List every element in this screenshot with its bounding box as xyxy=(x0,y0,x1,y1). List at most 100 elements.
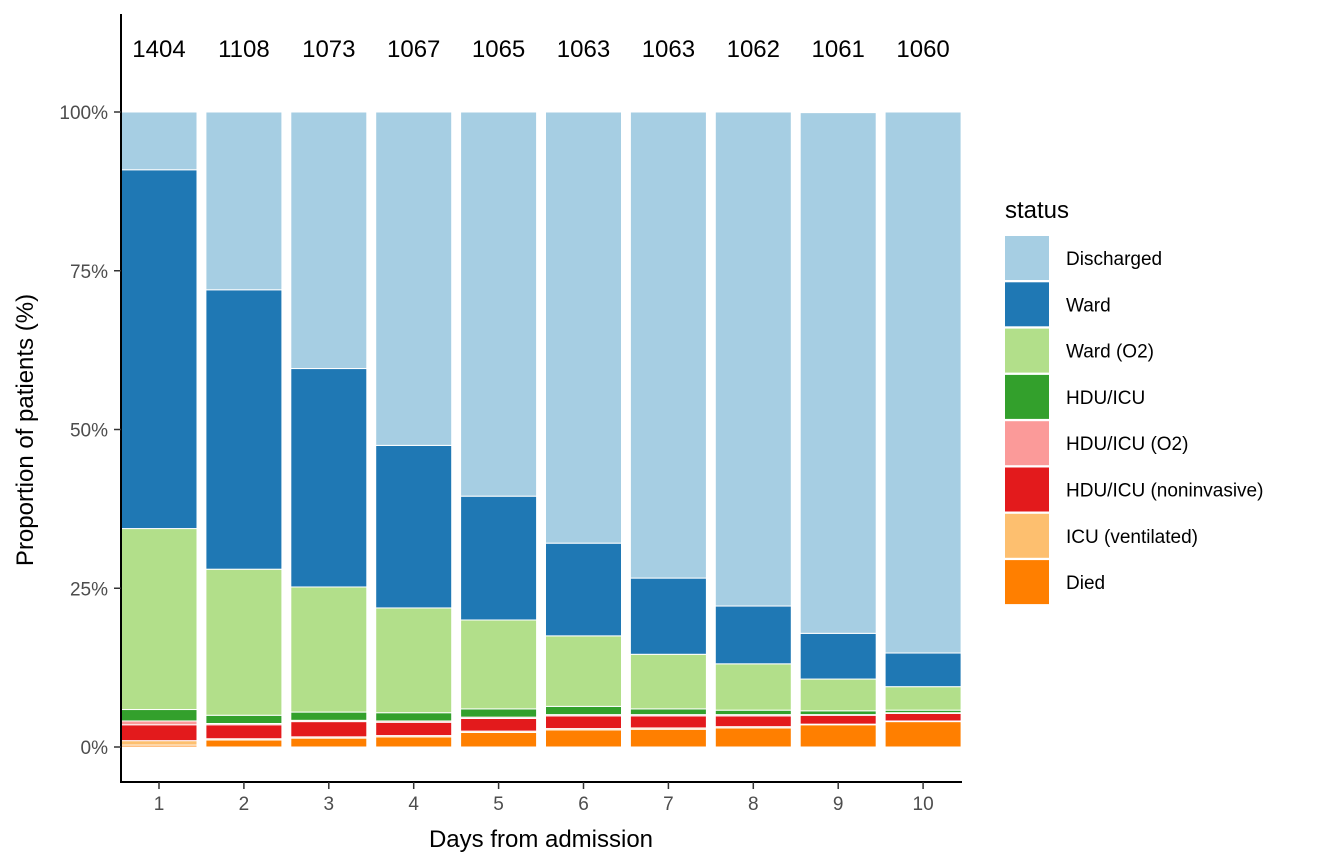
bar-segment-hdu-icu-o2-day-1 xyxy=(120,720,198,726)
bar-segment-ward-o2-day-4 xyxy=(375,607,453,714)
bar-segment-died-day-10 xyxy=(884,721,962,748)
y-tick-label: 0% xyxy=(81,738,109,759)
x-tick-label: 2 xyxy=(239,794,250,815)
bar-segment-hdu-icu-day-4 xyxy=(375,712,453,722)
bar-segment-hdu-icu-noninvasive-day-1 xyxy=(120,724,198,742)
legend-label-hdu-icu: HDU/ICU xyxy=(1066,388,1145,409)
bar-segment-discharged-day-1 xyxy=(120,111,198,171)
legend-label-ward-o2: Ward (O2) xyxy=(1066,342,1154,363)
count-labels-layer: 1404 1108 1073 1067 1065 1063 1063 1062 1061 1060 xyxy=(132,36,949,63)
count-label-day-1: 1404 xyxy=(132,36,185,63)
count-label-day-4: 1067 xyxy=(387,36,440,63)
count-label-day-9: 1061 xyxy=(812,36,865,63)
legend-label-ward: Ward xyxy=(1066,295,1111,316)
bar-segment-ward-o2-day-1 xyxy=(120,528,198,711)
count-label-day-6: 1063 xyxy=(557,36,610,63)
count-label-day-2: 1108 xyxy=(218,36,270,63)
bar-segment-hdu-icu-noninvasive-day-2 xyxy=(205,724,283,740)
legend: status Discharged Ward Ward (O2) HDU/ICU HDU… xyxy=(1005,197,1263,605)
bar-segment-hdu-icu-noninvasive-day-10 xyxy=(884,712,962,722)
bar-segment-ward-day-5 xyxy=(460,495,538,621)
bar-segment-hdu-icu-day-2 xyxy=(205,714,283,724)
bar-segment-hdu-icu-noninvasive-day-6 xyxy=(545,715,622,730)
bars-layer xyxy=(120,111,962,748)
y-tick-label: 100% xyxy=(59,103,108,124)
legend-key-discharged xyxy=(1005,236,1049,280)
bar-segment-died-day-6 xyxy=(545,729,622,748)
bar-segment-hdu-icu-noninvasive-day-8 xyxy=(714,715,792,728)
count-label-day-10: 1060 xyxy=(896,36,949,63)
legend-key-ward xyxy=(1005,282,1049,327)
bar-segment-ward-day-2 xyxy=(205,289,283,570)
x-tick-label: 10 xyxy=(913,794,934,815)
bar-segment-discharged-day-10 xyxy=(884,111,962,654)
x-tick-label: 5 xyxy=(493,794,504,815)
x-tick-label: 3 xyxy=(324,794,335,815)
y-tick-label: 25% xyxy=(70,579,108,600)
bar-segment-icu-ventilated-day-1 xyxy=(120,740,198,746)
bar-segment-ward-day-1 xyxy=(120,169,198,530)
bar-segment-died-day-8 xyxy=(714,727,792,748)
legend-label-hdu-icu-o2: HDU/ICU (O2) xyxy=(1066,434,1188,455)
bar-segment-discharged-day-6 xyxy=(545,111,622,544)
y-axis-title: Proportion of patients (%) xyxy=(12,294,39,566)
count-label-day-5: 1065 xyxy=(472,36,525,63)
bar-segment-discharged-day-7 xyxy=(629,111,707,579)
bar-segment-hdu-icu-day-7 xyxy=(629,708,707,716)
bar-segment-ward-o2-day-3 xyxy=(290,586,368,713)
bar-segment-ward-day-3 xyxy=(290,368,368,588)
bar-segment-ward-o2-day-5 xyxy=(460,619,538,710)
legend-key-died xyxy=(1005,560,1049,605)
x-tick-label: 9 xyxy=(833,794,844,815)
bar-segment-ward-day-6 xyxy=(545,542,622,637)
x-tick-label: 6 xyxy=(578,794,589,815)
count-label-day-7: 1063 xyxy=(642,36,695,63)
legend-label-hdu-icu-noninvasive: HDU/ICU (noninvasive) xyxy=(1066,481,1263,502)
legend-key-hdu-icu-o2 xyxy=(1005,421,1049,466)
bar-segment-died-day-5 xyxy=(460,731,538,748)
bar-segment-discharged-day-3 xyxy=(290,111,368,370)
legend-key-ward-o2 xyxy=(1005,328,1049,373)
bar-segment-hdu-icu-day-8 xyxy=(714,709,792,716)
count-label-day-3: 1073 xyxy=(302,36,355,63)
bar-segment-ward-o2-day-2 xyxy=(205,568,283,716)
bar-segment-hdu-icu-noninvasive-day-3 xyxy=(290,721,368,738)
y-tick-label: 75% xyxy=(70,262,108,283)
y-axis: 0% 25% 50% 75% 100% xyxy=(59,103,121,759)
bar-segment-ward-o2-day-6 xyxy=(545,635,622,707)
bar-segment-ward-o2-day-7 xyxy=(629,653,707,710)
bar-segment-ward-day-9 xyxy=(799,632,877,680)
bar-segment-hdu-icu-day-9 xyxy=(799,710,877,716)
x-tick-label: 1 xyxy=(154,794,165,815)
legend-label-died: Died xyxy=(1066,573,1105,594)
legend-label-discharged: Discharged xyxy=(1066,249,1162,270)
bar-segment-hdu-icu-day-5 xyxy=(460,708,538,718)
bar-segment-died-day-2 xyxy=(205,739,283,748)
legend-label-icu-ventilated: ICU (ventilated) xyxy=(1066,527,1198,548)
bar-segment-discharged-day-9 xyxy=(799,112,877,634)
legend-key-hdu-icu xyxy=(1005,374,1049,419)
x-tick-label: 8 xyxy=(748,794,759,815)
bar-segment-discharged-day-4 xyxy=(375,111,453,446)
bar-segment-ward-o2-day-9 xyxy=(799,678,877,712)
bar-segment-discharged-day-2 xyxy=(205,111,283,291)
bar-segment-hdu-icu-day-3 xyxy=(290,711,368,721)
legend-title: status xyxy=(1005,197,1069,224)
legend-key-icu-ventilated xyxy=(1005,513,1049,558)
x-tick-label: 7 xyxy=(663,794,674,815)
x-tick-label: 4 xyxy=(408,794,419,815)
bar-segment-ward-o2-day-10 xyxy=(884,686,962,711)
legend-key-hdu-icu-noninvasive xyxy=(1005,467,1049,512)
bar-segment-ward-day-4 xyxy=(375,444,453,609)
bar-segment-hdu-icu-noninvasive-day-4 xyxy=(375,721,453,737)
bar-segment-died-day-4 xyxy=(375,736,453,748)
bar-segment-discharged-day-8 xyxy=(714,111,792,607)
bar-segment-hdu-icu-day-6 xyxy=(545,705,622,716)
bar-segment-died-day-3 xyxy=(290,737,368,748)
count-label-day-8: 1062 xyxy=(727,36,780,63)
bar-segment-died-day-9 xyxy=(799,724,877,748)
y-tick-label: 50% xyxy=(70,421,108,442)
bar-segment-ward-day-8 xyxy=(714,605,792,665)
bar-segment-discharged-day-5 xyxy=(460,111,538,497)
